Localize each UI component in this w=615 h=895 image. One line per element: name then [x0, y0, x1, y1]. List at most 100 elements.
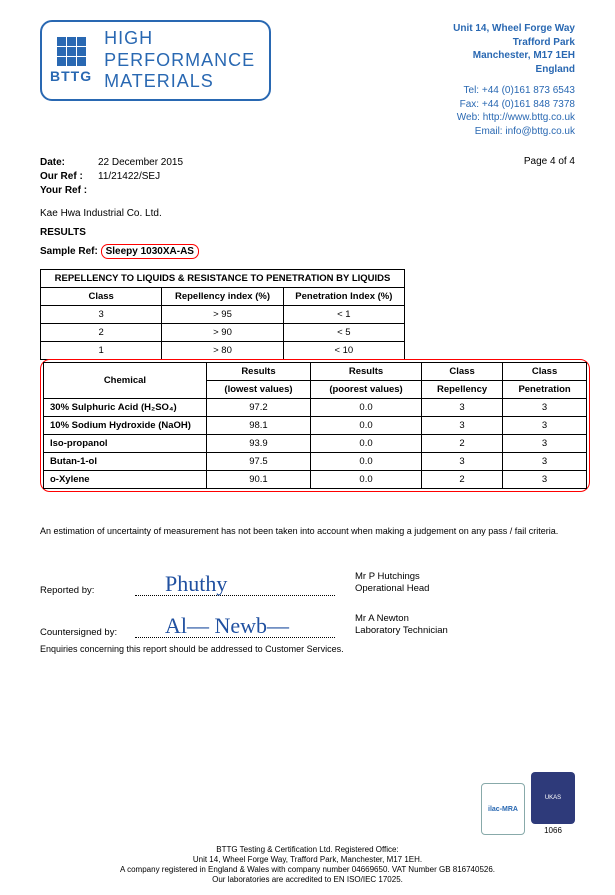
- t2-cell: 97.5: [206, 453, 310, 471]
- ilac-badge-icon: ilac-MRA: [481, 783, 525, 835]
- t2-h2b: (lowest values): [206, 381, 310, 399]
- t2-row: Butan-1-ol97.50.033: [44, 453, 587, 471]
- t2-h4a: Class: [422, 363, 503, 381]
- t2-h2a: Results: [206, 363, 310, 381]
- footer-l1: BTTG Testing & Certification Ltd. Regist…: [40, 845, 575, 855]
- t2-chemical: Butan-1-ol: [44, 453, 207, 471]
- logo-title-l2: PERFORMANCE: [104, 50, 255, 72]
- logo-title-l1: HIGH: [104, 28, 255, 50]
- logo-title: HIGH PERFORMANCE MATERIALS: [104, 28, 255, 93]
- reported-by-label: Reported by:: [40, 585, 135, 596]
- t1-row: 2> 90< 5: [41, 324, 405, 342]
- t2-cell: 3: [503, 453, 587, 471]
- t2-cell: 2: [422, 435, 503, 453]
- accreditation-logos: ilac-MRA UKAS 1066: [481, 772, 575, 835]
- t1-h3: Penetration Index (%): [283, 288, 404, 306]
- meta-left: Date:22 December 2015 Our Ref :11/21422/…: [40, 156, 183, 198]
- footer-block: BTTG Testing & Certification Ltd. Regist…: [0, 845, 615, 885]
- t2-cell: 3: [503, 417, 587, 435]
- t2-cell: 3: [503, 399, 587, 417]
- chemical-table: Chemical Results Results Class Class (lo…: [43, 362, 587, 489]
- t2-row: o-Xylene90.10.023: [44, 471, 587, 489]
- countersigned-by-label: Countersigned by:: [40, 627, 135, 638]
- t2-h1: Chemical: [44, 363, 207, 399]
- t2-h3a: Results: [311, 363, 422, 381]
- t2-cell: 0.0: [311, 453, 422, 471]
- ourref-value: 11/21422/SEJ: [98, 171, 160, 182]
- t1-cell: < 5: [283, 324, 404, 342]
- date-value: 22 December 2015: [98, 157, 183, 168]
- logo-icon: BTTG: [50, 37, 92, 84]
- uncertainty-note: An estimation of uncertainty of measurem…: [40, 526, 575, 538]
- footer-l3: A company registered in England & Wales …: [40, 865, 575, 875]
- logo-block: BTTG HIGH PERFORMANCE MATERIALS: [40, 20, 271, 101]
- address-l3: Manchester, M17 1EH: [453, 49, 575, 63]
- t2-chemical: Iso-propanol: [44, 435, 207, 453]
- t1-h1: Class: [41, 288, 162, 306]
- t2-cell: 0.0: [311, 417, 422, 435]
- address-l1: Unit 14, Wheel Forge Way: [453, 22, 575, 36]
- t2-cell: 97.2: [206, 399, 310, 417]
- reported-by-signature: Phuthy: [135, 568, 335, 596]
- t2-row: 30% Sulphuric Acid (H₂SO₄)97.20.033: [44, 399, 587, 417]
- t2-row: Iso-propanol93.90.023: [44, 435, 587, 453]
- t2-cell: 0.0: [311, 471, 422, 489]
- ourref-label: Our Ref :: [40, 170, 98, 184]
- t2-row: 10% Sodium Hydroxide (NaOH)98.10.033: [44, 417, 587, 435]
- chemical-table-highlight: Chemical Results Results Class Class (lo…: [40, 359, 590, 492]
- ukas-number: 1066: [531, 826, 575, 835]
- t2-chemical: o-Xylene: [44, 471, 207, 489]
- page-number: Page 4 of 4: [524, 156, 575, 198]
- t1-cell: > 95: [162, 306, 283, 324]
- t1-cell: 1: [41, 342, 162, 360]
- address-email: Email: info@bttg.co.uk: [453, 125, 575, 139]
- t1-h2: Repellency index (%): [162, 288, 283, 306]
- results-title: RESULTS: [40, 227, 575, 238]
- t2-chemical: 10% Sodium Hydroxide (NaOH): [44, 417, 207, 435]
- logo-acronym: BTTG: [50, 68, 92, 84]
- signature-block: Reported by: Phuthy Mr P Hutchings Opera…: [40, 560, 575, 638]
- class-table: REPELLENCY TO LIQUIDS & RESISTANCE TO PE…: [40, 269, 405, 360]
- countersigned-by-name: Mr A Newton: [355, 613, 448, 625]
- t2-h5b: Penetration: [503, 381, 587, 399]
- t2-cell: 2: [422, 471, 503, 489]
- address-tel: Tel: +44 (0)161 873 6543: [453, 84, 575, 98]
- sample-ref-line: Sample Ref: Sleepy 1030XA-AS: [40, 244, 575, 259]
- logo-title-l3: MATERIALS: [104, 71, 255, 93]
- t2-cell: 98.1: [206, 417, 310, 435]
- address-block: Unit 14, Wheel Forge Way Trafford Park M…: [453, 22, 575, 138]
- address-fax: Fax: +44 (0)161 848 7378: [453, 98, 575, 112]
- countersigned-by-role: Laboratory Technician: [355, 625, 448, 637]
- address-web: Web: http://www.bttg.co.uk: [453, 111, 575, 125]
- ukas-badge-icon: UKAS: [531, 772, 575, 824]
- t1-row: 1> 80< 10: [41, 342, 405, 360]
- countersigned-by-signature: Al— Newb—: [135, 610, 335, 638]
- t2-cell: 93.9: [206, 435, 310, 453]
- t1-cell: 2: [41, 324, 162, 342]
- t2-cell: 0.0: [311, 399, 422, 417]
- address-l2: Trafford Park: [453, 36, 575, 50]
- t2-h5a: Class: [503, 363, 587, 381]
- t1-row: 3> 95< 1: [41, 306, 405, 324]
- date-label: Date:: [40, 156, 98, 170]
- reported-by-name: Mr P Hutchings: [355, 571, 429, 583]
- t2-cell: 3: [503, 435, 587, 453]
- sample-ref-label: Sample Ref:: [40, 246, 98, 257]
- t2-h3b: (poorest values): [311, 381, 422, 399]
- t1-cell: 3: [41, 306, 162, 324]
- t1-cell: > 90: [162, 324, 283, 342]
- t1-cell: > 80: [162, 342, 283, 360]
- t2-cell: 3: [503, 471, 587, 489]
- footer-l4: Our laboratories are accredited to EN IS…: [40, 875, 575, 885]
- reported-by-role: Operational Head: [355, 583, 429, 595]
- t1-cell: < 10: [283, 342, 404, 360]
- t2-cell: 90.1: [206, 471, 310, 489]
- t1-cell: < 1: [283, 306, 404, 324]
- t2-h4b: Repellency: [422, 381, 503, 399]
- sample-ref-value: Sleepy 1030XA-AS: [101, 244, 199, 259]
- t2-cell: 3: [422, 417, 503, 435]
- t2-chemical: 30% Sulphuric Acid (H₂SO₄): [44, 399, 207, 417]
- yourref-label: Your Ref :: [40, 184, 98, 198]
- t2-cell: 3: [422, 399, 503, 417]
- t1-caption: REPELLENCY TO LIQUIDS & RESISTANCE TO PE…: [40, 269, 405, 287]
